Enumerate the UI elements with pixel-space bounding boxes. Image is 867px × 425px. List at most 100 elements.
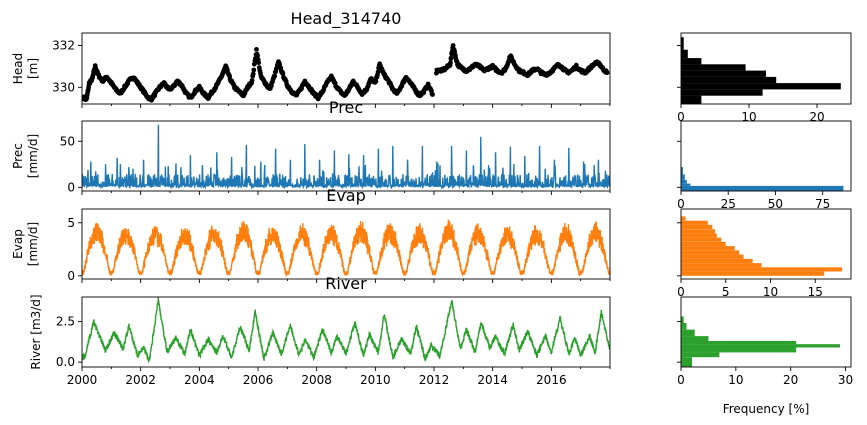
hist-x-tick-label: 15 bbox=[808, 285, 823, 299]
evap-ylabel: Evap bbox=[11, 229, 25, 259]
x-tick-label: 2012 bbox=[419, 373, 450, 387]
frame-layer bbox=[78, 32, 852, 371]
prec-histogram bbox=[681, 167, 844, 191]
hist-bar bbox=[681, 58, 702, 65]
figure-title: Head_314740 bbox=[291, 9, 402, 29]
x-tick-label: 2010 bbox=[360, 373, 391, 387]
x-tick-label: 2004 bbox=[184, 373, 215, 387]
x-tick-label: 2014 bbox=[477, 373, 508, 387]
river-axes-frame bbox=[81, 296, 611, 368]
hist-bar bbox=[681, 233, 717, 238]
head-point bbox=[280, 71, 286, 76]
hist-bar bbox=[681, 357, 692, 367]
head-point bbox=[604, 70, 610, 76]
hist-bar bbox=[681, 347, 797, 353]
hist-x-tick-label: 20 bbox=[783, 373, 798, 387]
head-point bbox=[375, 69, 381, 75]
hist-bar bbox=[681, 263, 762, 268]
hist-bar bbox=[681, 250, 740, 255]
river-line bbox=[82, 297, 610, 364]
hist-bar bbox=[681, 344, 840, 348]
hist-x-tick-label: 0 bbox=[677, 285, 685, 299]
hist-bar bbox=[681, 341, 797, 345]
y-tick-label: 5 bbox=[67, 216, 75, 230]
hist-bar bbox=[681, 76, 777, 84]
prec-title: Prec bbox=[329, 98, 363, 117]
evap-ylabel: [mm/d] bbox=[26, 222, 40, 266]
x-tick-label: 2016 bbox=[536, 373, 567, 387]
y-tick-label: 330 bbox=[52, 80, 75, 94]
y-tick-label: 0.0 bbox=[56, 355, 75, 369]
prec-series bbox=[82, 124, 610, 190]
head-point bbox=[249, 78, 255, 83]
head-point bbox=[256, 60, 262, 66]
hist-bar bbox=[681, 64, 746, 71]
head-point bbox=[450, 43, 456, 48]
head-point bbox=[430, 92, 435, 97]
hist-bar bbox=[681, 271, 825, 276]
hist-bar bbox=[681, 49, 688, 59]
head-point bbox=[255, 53, 260, 59]
head-point bbox=[373, 78, 379, 84]
y-tick-label: 50 bbox=[60, 134, 75, 148]
head-point bbox=[251, 67, 257, 73]
data-layer bbox=[82, 37, 844, 367]
evap-series bbox=[82, 219, 610, 278]
hist-bar bbox=[681, 336, 709, 341]
hist-bar bbox=[681, 267, 843, 272]
hist-bar bbox=[681, 89, 763, 96]
hist-bar bbox=[681, 229, 715, 234]
hist-bar bbox=[681, 246, 735, 251]
hist-x-tick-label: 0 bbox=[677, 197, 685, 211]
river-title: River bbox=[325, 274, 367, 293]
text-layer: Head_314740 Prec Evap River Frequency [%… bbox=[11, 9, 853, 416]
prec-ylabel: [mm/d] bbox=[26, 134, 40, 178]
y-tick-label: 2.5 bbox=[56, 314, 75, 328]
hist-x-tick-label: 10 bbox=[741, 110, 756, 124]
hist-bar bbox=[681, 185, 844, 191]
head-series bbox=[82, 43, 610, 103]
river-ylabel: River [m3/d] bbox=[29, 294, 43, 369]
y-tick-label: 0 bbox=[67, 180, 75, 194]
prec-hist-frame bbox=[680, 120, 852, 192]
evap-title: Evap bbox=[326, 186, 366, 205]
y-tick-label: 0 bbox=[67, 269, 75, 283]
hist-bar bbox=[681, 83, 841, 90]
hist-bar bbox=[681, 216, 686, 221]
head-ylabel: [m] bbox=[26, 58, 40, 79]
head-point bbox=[254, 47, 259, 52]
evap-hist-frame bbox=[680, 208, 852, 280]
head-ylabel: Head bbox=[11, 53, 25, 84]
river-histogram bbox=[681, 316, 840, 367]
hist-bar bbox=[681, 37, 684, 50]
hist-bar bbox=[681, 174, 685, 180]
hist-bar bbox=[681, 237, 722, 242]
hist-x-tick-label: 50 bbox=[768, 197, 783, 211]
head-point bbox=[250, 71, 256, 77]
hist-x-tick-label: 75 bbox=[815, 197, 830, 211]
head-hist-frame bbox=[680, 32, 852, 105]
hist-x-tick-label: 0 bbox=[677, 110, 685, 124]
hist-bar bbox=[681, 258, 753, 263]
head-histogram bbox=[681, 37, 841, 104]
prec-ylabel: Prec bbox=[11, 143, 25, 169]
hist-bar bbox=[681, 70, 766, 77]
x-tick-label: 2006 bbox=[243, 373, 274, 387]
hist-bar bbox=[681, 329, 695, 337]
hist-bar bbox=[681, 183, 691, 186]
hist-x-tick-label: 30 bbox=[838, 373, 853, 387]
head-point bbox=[448, 55, 454, 61]
x-tick-label: 2008 bbox=[301, 373, 332, 387]
x-tick-label: 2000 bbox=[67, 373, 98, 387]
hist-x-tick-label: 0 bbox=[677, 373, 685, 387]
hist-bar bbox=[681, 167, 683, 175]
hist-bar bbox=[681, 224, 713, 230]
hist-bar bbox=[681, 316, 684, 323]
evap-histogram bbox=[681, 216, 843, 276]
hist-bar bbox=[681, 95, 702, 104]
x-tick-label: 2002 bbox=[125, 373, 156, 387]
hist-x-tick-label: 10 bbox=[728, 373, 743, 387]
head-point bbox=[448, 60, 453, 66]
hist-x-tick-label: 25 bbox=[721, 197, 736, 211]
